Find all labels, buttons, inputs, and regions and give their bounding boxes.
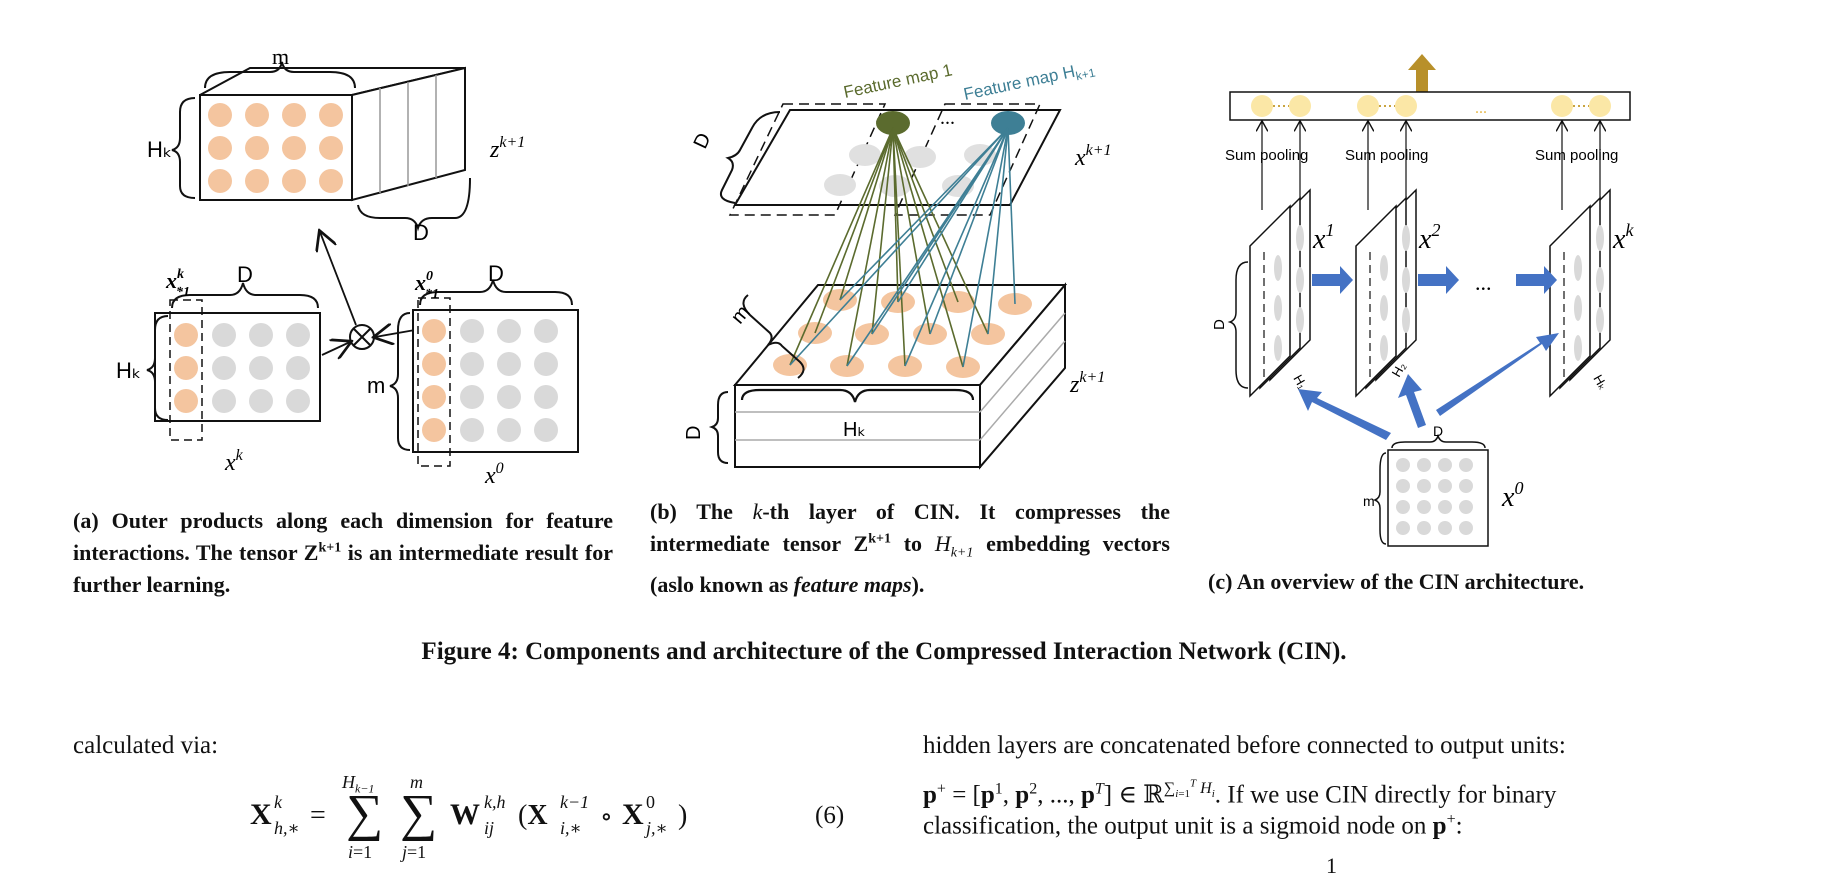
brace-m-bottom — [1372, 452, 1387, 545]
label-m: m — [727, 301, 755, 328]
right-column-line2: p+ = [p1, p2, ..., pT] ∈ ℝ∑i=1T Hi. If w… — [923, 778, 1557, 809]
label-feature-map-h: Feature map Hk+1 — [962, 58, 1097, 107]
matrix-xk — [154, 299, 321, 441]
label-hk-left: Hₖ — [116, 358, 141, 383]
pooling-units — [1251, 95, 1611, 117]
brace-d-left — [171, 282, 319, 309]
label-x2: x2 — [1418, 220, 1440, 255]
label-ellipsis-top: ... — [940, 107, 955, 129]
brace-hk-top — [171, 97, 196, 199]
brace-d-side — [1227, 261, 1249, 389]
label-xk: xk — [224, 447, 244, 476]
label-zk1: zk+1 — [489, 134, 525, 163]
left-column-text: calculated via: — [73, 732, 219, 759]
caption-b: (b) The k-th layer of CIN. It compresses… — [650, 499, 1170, 598]
label-sum-pooling-1: Sum pooling — [1225, 147, 1308, 164]
label-d-right: D — [488, 261, 504, 286]
layer-x2 — [1355, 188, 1417, 398]
blue-diagonal-arrows — [1298, 333, 1559, 440]
layer-xk — [1549, 188, 1611, 398]
label-x0-col: x0 *1 — [414, 269, 439, 302]
equation-6: X k h,∗ = Hk−1 ∑ i=1 m ∑ j=1 W k,h ij (X… — [250, 772, 688, 862]
connections-teal — [789, 127, 1016, 368]
label-hk-top: Hₖ — [147, 137, 172, 162]
caption-c: (c) An overview of the CIN architecture. — [1208, 569, 1585, 594]
panel-a-diagram: m Hₖ zk+1 D xk *1 D Hₖ xk x0 *1 — [116, 44, 579, 489]
right-column-line1: hidden layers are concatenated before co… — [923, 732, 1566, 759]
brace-m-right — [389, 312, 411, 451]
label-hk: Hₖ — [1590, 372, 1610, 392]
label-d-side: D — [683, 426, 705, 440]
tensor-z-dots — [208, 103, 343, 193]
label-xk-col: xk *1 — [165, 267, 190, 300]
fraction-numerator: 1 — [1326, 853, 1337, 878]
brace-m-top — [204, 61, 356, 89]
label-d-left: D — [237, 262, 253, 287]
label-x0: x0 — [1501, 478, 1523, 513]
output-arrow-icon — [1408, 54, 1436, 92]
label-x1: x1 — [1312, 220, 1334, 255]
brace-d-top — [719, 111, 781, 204]
brace-hk — [740, 388, 975, 403]
label-d-top: D — [690, 130, 716, 152]
brace-d-side — [708, 391, 729, 464]
tensor-z-bottom — [732, 282, 1068, 470]
label-h1: H₁ — [1290, 372, 1310, 392]
label-xk1: xk+1 — [1074, 142, 1112, 171]
brace-d-bottom — [1391, 433, 1486, 449]
label-xk: xk — [1612, 220, 1634, 255]
label-top-dots: ... — [1475, 100, 1487, 117]
right-column-line3: classification, the output unit is a sig… — [923, 811, 1463, 840]
panel-b-diagram: ... Feature map 1 Feature map Hk+1 D xk+… — [683, 58, 1112, 470]
label-m-bottom: m — [1363, 493, 1375, 509]
brace-d-right — [419, 279, 573, 306]
label-d-bottom: D — [1433, 423, 1443, 439]
label-d-top: D — [413, 220, 429, 245]
label-hk: Hₖ — [843, 419, 866, 441]
panel-c-diagram: ... Sum pooling Sum pooling Sum pooling … — [1211, 54, 1634, 547]
label-sum-pooling-3: Sum pooling — [1535, 147, 1618, 164]
caption-a: (a) Outer products along each dimension … — [73, 508, 613, 597]
equation-number: (6) — [815, 802, 845, 829]
brace-hk-left — [146, 315, 169, 421]
blue-arrows — [1312, 266, 1557, 294]
matrix-x0 — [1387, 449, 1489, 547]
brace-d-top — [357, 177, 471, 232]
layer-x1 — [1249, 188, 1311, 398]
figure-caption: Figure 4: Components and architecture of… — [421, 638, 1347, 665]
label-dots-mid: ... — [1475, 270, 1492, 295]
matrix-x0 — [412, 297, 579, 467]
label-feature-map-1: Feature map 1 — [842, 60, 954, 102]
brace-m — [742, 294, 805, 379]
label-zk1: zk+1 — [1069, 369, 1105, 398]
label-d-side: D — [1211, 319, 1228, 330]
label-x0: x0 — [484, 460, 504, 489]
label-h2: H₂ — [1389, 359, 1409, 379]
label-m-top: m — [272, 44, 289, 69]
label-m-right: m — [367, 373, 385, 398]
label-sum-pooling-2: Sum pooling — [1345, 147, 1428, 164]
